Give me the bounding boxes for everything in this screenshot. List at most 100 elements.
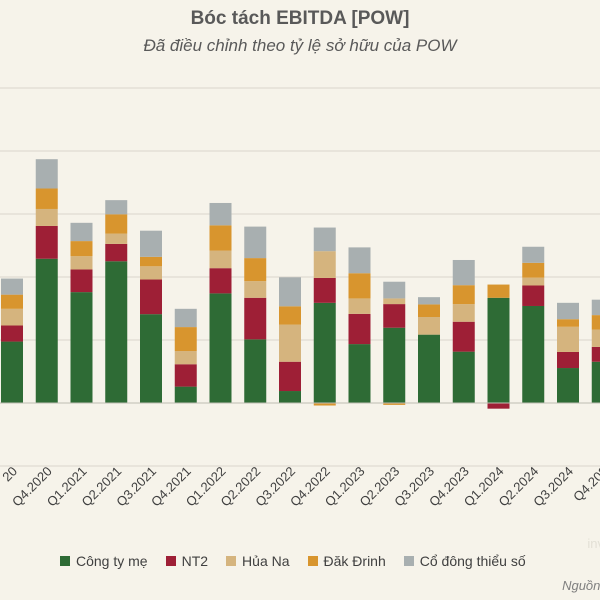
- bar-segment-nt2: [105, 243, 128, 262]
- bar-segment-hua-na: [1, 308, 23, 326]
- bar-segment-co-dong-thieu-so: [313, 227, 336, 252]
- bar-segment-dak-drinh: [174, 327, 197, 352]
- bar-segment-nt2: [522, 285, 545, 306]
- bar-segment-hua-na: [35, 208, 58, 226]
- bar-segment-co-dong-thieu-so: [244, 226, 267, 259]
- bar-segment-dak-drinh: [279, 306, 301, 325]
- bar-segment-cong-ty-me: [105, 261, 128, 403]
- bar-segment-nt2: [209, 268, 232, 294]
- bar-segment-cong-ty-me: [557, 368, 579, 403]
- bar-segment-dak-drinh: [348, 273, 371, 299]
- bar-segment-co-dong-thieu-so: [348, 247, 371, 274]
- bar-segment-co-dong-thieu-so: [209, 202, 232, 226]
- bar-segment-co-dong-thieu-so: [105, 200, 128, 215]
- legend-item-hua-na: Hủa Na: [226, 553, 290, 569]
- bar-segment-co-dong-thieu-so: [1, 278, 23, 295]
- bar-segment-co-dong-thieu-so: [140, 230, 162, 257]
- bar-segment-nt2: [140, 279, 162, 315]
- bar-segment-nt2: [452, 321, 475, 352]
- bar-segment-cong-ty-me: [487, 297, 510, 403]
- bar-segment-hua-na: [418, 317, 440, 335]
- bar-segment-co-dong-thieu-so: [383, 281, 406, 299]
- bar-segment-hua-na: [313, 251, 336, 278]
- x-tick-label: Q4.202: [570, 464, 600, 505]
- bar-segment-nt2: [591, 346, 600, 362]
- bar-segment-dak-drinh: [418, 304, 440, 318]
- chart-subtitle: Đã điều chỉnh theo tỷ lệ sở hữu của POW: [143, 36, 457, 55]
- bar-segment-co-dong-thieu-so: [452, 259, 475, 286]
- source-note: Nguồn:: [562, 578, 600, 593]
- legend-label-cong-ty-me: Công ty mẹ: [76, 553, 148, 569]
- bar-segment-nt2: [348, 313, 371, 345]
- bar-segment-hua-na: [348, 298, 371, 314]
- bar-segment-co-dong-thieu-so: [279, 277, 301, 307]
- bar-segment-hua-na: [70, 256, 93, 270]
- bar-segment-dak-drinh: [140, 256, 162, 267]
- legend-label-hua-na: Hủa Na: [242, 553, 290, 569]
- bar-segment-hua-na: [452, 304, 475, 322]
- bar-segment-dak-drinh: [557, 319, 579, 327]
- bar-segment-dak-drinh: [70, 241, 93, 257]
- bar-segment-hua-na: [383, 298, 406, 305]
- legend-swatch-co-dong-thieu-so: [403, 556, 414, 566]
- bar-segment-dak-drinh: [591, 315, 600, 330]
- legend-label-nt2: NT2: [181, 553, 209, 569]
- bar-segment-cong-ty-me: [35, 258, 58, 403]
- bar-segment-nt2: [35, 225, 58, 259]
- bar-segment-dak-drinh: [487, 284, 510, 298]
- bar-segment-negative-nt2: [487, 403, 510, 409]
- legend-swatch-nt2: [165, 556, 176, 566]
- bar-segment-hua-na: [279, 324, 301, 362]
- bar-segment-nt2: [70, 269, 93, 293]
- legend-label-dak-drinh: Đăk Đrinh: [323, 553, 386, 569]
- legend-swatch-cong-ty-me: [60, 556, 70, 566]
- bar-segment-cong-ty-me: [279, 391, 301, 403]
- bar-segment-co-dong-thieu-so: [70, 222, 93, 242]
- bar-segment-cong-ty-me: [348, 344, 371, 403]
- bar-segment-hua-na: [557, 326, 579, 352]
- legend-swatch-hua-na: [226, 556, 237, 566]
- bar-segment-co-dong-thieu-so: [174, 308, 197, 328]
- bar-segment-cong-ty-me: [140, 314, 162, 403]
- bar-segment-negative-dak-drinh: [383, 403, 406, 405]
- bar-segment-cong-ty-me: [383, 327, 406, 403]
- bar-segment-hua-na: [140, 266, 162, 280]
- bar-segment-cong-ty-me: [452, 351, 475, 403]
- legend-item-dak-drinh: Đăk Đrinh: [307, 553, 386, 569]
- bar-segment-negative-dak-drinh: [313, 403, 336, 406]
- x-tick-label: 20: [0, 464, 20, 485]
- bar-segment-dak-drinh: [244, 258, 267, 282]
- bar-segment-cong-ty-me: [522, 305, 545, 403]
- bar-segment-hua-na: [522, 277, 545, 286]
- bar-segment-nt2: [1, 325, 23, 342]
- bar-segment-nt2: [174, 364, 197, 387]
- bar-segment-cong-ty-me: [209, 293, 232, 403]
- legend-item-co-dong-thieu-so: Cổ đông thiểu số: [403, 553, 526, 569]
- bar-segment-nt2: [279, 361, 301, 392]
- bar-segment-hua-na: [105, 233, 128, 244]
- bar-segment-cong-ty-me: [244, 339, 267, 403]
- bar-segment-co-dong-thieu-so: [591, 299, 600, 316]
- bar-segment-cong-ty-me: [313, 302, 336, 403]
- bar-segment-dak-drinh: [105, 214, 128, 234]
- bar-segment-nt2: [244, 297, 267, 340]
- bar-segment-dak-drinh: [1, 294, 23, 309]
- bar-segment-dak-drinh: [35, 188, 58, 209]
- bar-segment-nt2: [313, 277, 336, 303]
- legend-item-cong-ty-me: Công ty mẹ: [60, 553, 148, 569]
- bar-segment-co-dong-thieu-so: [418, 297, 440, 305]
- bar-segment-dak-drinh: [452, 285, 475, 305]
- bar-segment-cong-ty-me: [591, 361, 600, 403]
- bar-segment-nt2: [383, 304, 406, 328]
- bar-segment-hua-na: [174, 351, 197, 365]
- bar-segment-nt2: [557, 351, 579, 369]
- bar-segment-co-dong-thieu-so: [522, 246, 545, 263]
- bar-segment-dak-drinh: [522, 262, 545, 278]
- bar-segment-dak-drinh: [209, 225, 232, 251]
- bar-segment-cong-ty-me: [70, 292, 93, 403]
- legend-swatch-dak-drinh: [307, 556, 318, 566]
- bar-segment-hua-na: [244, 281, 267, 298]
- bar-segment-hua-na: [591, 329, 600, 347]
- chart-title: Bóc tách EBITDA [POW]: [190, 8, 410, 29]
